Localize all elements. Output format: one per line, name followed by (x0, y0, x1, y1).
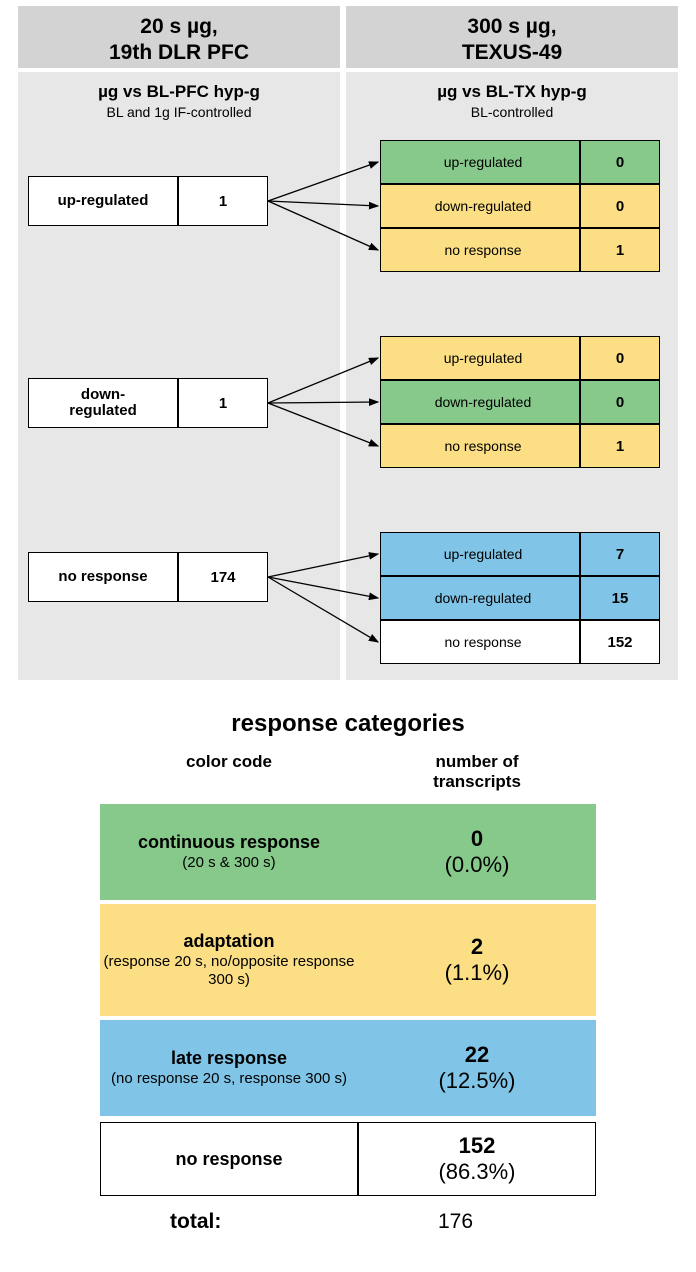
legend-row-val-0: 0(0.0%) (358, 804, 596, 900)
left-box-label-2: no response (28, 552, 178, 602)
right-row-value-0-0: 0 (580, 140, 660, 184)
left-box-label-0: up-regulated (28, 176, 178, 226)
right-row-label-2-1: down-regulated (380, 576, 580, 620)
right-row-value-2-1: 15 (580, 576, 660, 620)
right-row-value-1-0: 0 (580, 336, 660, 380)
left-header-line2: 19th DLR PFC (109, 41, 249, 64)
left-box-value-2: 174 (178, 552, 268, 602)
legend-row-val-3: 152(86.3%) (358, 1122, 596, 1196)
right-row-label-0-2: no response (380, 228, 580, 272)
legend-row-label-1: adaptation(response 20 s, no/opposite re… (100, 904, 358, 1016)
figure-root: 20 s µg, 19th DLR PFC 300 s µg, TEXUS-49 µg … (0, 0, 696, 1272)
legend-row-val-1: 2(1.1%) (358, 904, 596, 1016)
right-header-line1: 300 s µg, (467, 15, 556, 38)
right-row-value-0-1: 0 (580, 184, 660, 228)
right-row-value-2-0: 7 (580, 532, 660, 576)
left-header-line1: 20 s µg, (140, 15, 217, 38)
right-row-value-2-2: 152 (580, 620, 660, 664)
legend-row-val-2: 22(12.5%) (358, 1020, 596, 1116)
left-subheader: µg vs BL-PFC hyp-gBL and 1g IF-controlle… (18, 82, 340, 120)
right-header-line2: TEXUS-49 (462, 41, 562, 64)
right-row-value-0-2: 1 (580, 228, 660, 272)
legend-total-label: total: (170, 1210, 221, 1234)
right-row-label-1-1: down-regulated (380, 380, 580, 424)
legend-total-value: 176 (438, 1210, 473, 1234)
right-row-label-1-2: no response (380, 424, 580, 468)
right-row-label-0-0: up-regulated (380, 140, 580, 184)
left-column-header: 20 s µg, 19th DLR PFC (18, 6, 340, 68)
right-column-header: 300 s µg, TEXUS-49 (346, 6, 678, 68)
right-row-label-1-0: up-regulated (380, 336, 580, 380)
legend-row-label-2: late response(no response 20 s, response… (100, 1020, 358, 1116)
right-row-value-1-1: 0 (580, 380, 660, 424)
legend-col1: color code (100, 752, 358, 772)
right-row-label-2-0: up-regulated (380, 532, 580, 576)
left-box-value-1: 1 (178, 378, 268, 428)
legend-title: response categories (0, 710, 696, 738)
left-box-value-0: 1 (178, 176, 268, 226)
legend-col2: number oftranscripts (358, 752, 596, 792)
right-row-label-2-2: no response (380, 620, 580, 664)
right-row-value-1-2: 1 (580, 424, 660, 468)
right-row-label-0-1: down-regulated (380, 184, 580, 228)
right-subheader: µg vs BL-TX hyp-gBL-controlled (346, 82, 678, 120)
left-box-label-1: down-regulated (28, 378, 178, 428)
legend-row-label-3: no response (100, 1122, 358, 1196)
legend-row-label-0: continuous response(20 s & 300 s) (100, 804, 358, 900)
